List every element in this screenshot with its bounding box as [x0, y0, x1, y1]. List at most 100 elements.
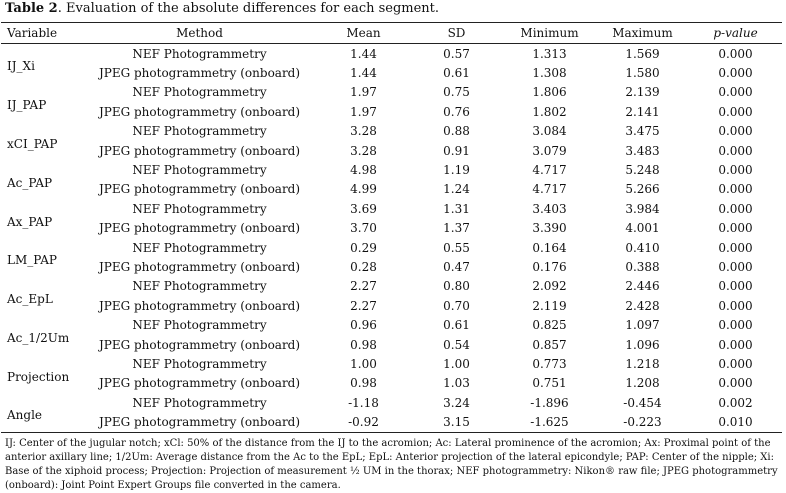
cell-sd: 0.91	[443, 143, 470, 158]
cell-method: JPEG photogrammetry (onboard)	[98, 376, 301, 391]
table-row: Ac_1/2Um NEF Photogrammetry 0.96 0.61 0.825 1…	[1, 315, 782, 345]
table-row: LM_PAP NEF Photogrammetry 0.29 0.55 0.164 0.4…	[1, 238, 782, 268]
table-row: JPEG photogrammetry (onboard) 4.99 1.24 4.7…	[1, 180, 782, 199]
cell-method: JPEG photogrammetry (onboard)	[98, 259, 301, 274]
table-row: JPEG photogrammetry (onboard) 1.97 0.76 1.8…	[1, 102, 782, 121]
cell-variable	[1, 412, 82, 433]
table-row: JPEG photogrammetry (onboard) 0.98 1.03 0.7…	[1, 374, 782, 393]
table-row: IJ_PAP NEF Photogrammetry 1.97 0.75 1.806 2.1…	[1, 83, 782, 112]
cell-maximum: -0.454	[623, 395, 662, 410]
cell-maximum: 2.141	[625, 104, 660, 119]
cell-maximum: 3.475	[625, 124, 660, 139]
cell-p-value: 0.000	[718, 259, 753, 274]
header-method: Method	[82, 22, 317, 44]
cell-mean: 0.28	[350, 259, 377, 274]
table-row: JPEG photogrammetry (onboard) 3.28 0.91 3.0…	[1, 141, 782, 160]
cell-sd: 0.70	[443, 298, 470, 313]
cell-minimum: 1.313	[532, 46, 567, 61]
cell-minimum: 3.084	[532, 124, 567, 139]
cell-p-value: 0.000	[718, 221, 753, 236]
table-row: Ac_PAP NEF Photogrammetry 4.98 1.19 4.717 5.2…	[1, 160, 782, 190]
cell-minimum: -1.896	[530, 395, 569, 410]
cell-mean: 3.28	[350, 143, 377, 158]
table-footnote: IJ: Center of the jugular notch; xCl: 50…	[5, 438, 778, 491]
cell-maximum: -0.223	[596, 412, 689, 433]
table-row: JPEG photogrammetry (onboard) 0.98 0.54 0.8…	[1, 335, 782, 354]
cell-p-value: 0.000	[718, 201, 753, 216]
cell-p-value: 0.000	[718, 279, 753, 294]
cell-method: JPEG photogrammetry (onboard)	[98, 298, 301, 313]
cell-method: JPEG photogrammetry (onboard)	[98, 182, 301, 197]
cell-sd: 0.55	[443, 240, 470, 255]
cell-maximum: 1.208	[625, 376, 660, 391]
cell-variable: Ac_PAP	[7, 175, 53, 190]
cell-sd: 0.57	[443, 46, 470, 61]
cell-method: JPEG photogrammetry (onboard)	[98, 104, 301, 119]
cell-minimum: 3.390	[532, 221, 567, 236]
table-row: Projection NEF Photogrammetry 1.00 1.00 0.77…	[1, 354, 782, 384]
cell-sd: 0.76	[443, 104, 470, 119]
cell-mean: 3.70	[350, 221, 377, 236]
table-row: Ac_EpL NEF Photogrammetry 2.27 0.80 2.092 2.4…	[1, 277, 782, 306]
cell-sd: 1.24	[443, 182, 470, 197]
cell-mean: 3.28	[350, 124, 377, 139]
cell-minimum: 2.092	[532, 279, 567, 294]
header-sd: SD	[410, 22, 503, 44]
cell-maximum: 0.388	[625, 259, 660, 274]
cell-maximum: 3.483	[625, 143, 660, 158]
header-minimum: Minimum	[503, 22, 596, 44]
table-row: Angle NEF Photogrammetry -1.18 3.24 -1.896 -0…	[1, 393, 782, 423]
cell-sd: 1.31	[443, 201, 470, 216]
cell-p-value: 0.000	[718, 85, 753, 100]
cell-variable: Ax_PAP	[7, 214, 53, 229]
cell-minimum: 0.857	[532, 337, 567, 352]
cell-p-value: 0.000	[718, 163, 753, 178]
cell-sd: 1.19	[443, 163, 470, 178]
cell-minimum: 4.717	[532, 163, 567, 178]
header-p-value: p-value	[689, 22, 782, 44]
table-caption-text: . Evaluation of the absolute differences…	[57, 1, 440, 16]
cell-variable: Angle	[7, 408, 43, 423]
cell-maximum: 4.001	[625, 221, 660, 236]
cell-p-value: 0.002	[718, 395, 753, 410]
cell-mean: 1.00	[350, 356, 377, 371]
cell-variable: IJ_PAP	[7, 98, 47, 113]
cell-method: JPEG photogrammetry (onboard)	[98, 337, 301, 352]
cell-method: NEF Photogrammetry	[132, 240, 267, 255]
cell-method: JPEG photogrammetry (onboard)	[98, 66, 301, 81]
cell-method: NEF Photogrammetry	[132, 124, 267, 139]
cell-method: JPEG photogrammetry (onboard)	[82, 412, 317, 433]
cell-sd: 0.61	[443, 318, 470, 333]
cell-variable: Ac_EpL	[7, 292, 53, 307]
cell-variable: Projection	[7, 369, 70, 384]
table-row: JPEG photogrammetry (onboard) 3.70 1.37 3.3…	[1, 219, 782, 238]
cell-maximum: 2.446	[625, 279, 660, 294]
cell-method: NEF Photogrammetry	[132, 46, 267, 61]
cell-mean: 1.44	[350, 66, 377, 81]
cell-minimum: 1.802	[532, 104, 567, 119]
table-row: xCI_PAP NEF Photogrammetry 3.28 0.88 3.084 3.…	[1, 122, 782, 151]
cell-maximum: 1.580	[625, 66, 660, 81]
cell-minimum: 3.403	[532, 201, 567, 216]
cell-maximum: 2.428	[625, 298, 660, 313]
cell-p-value: 0.000	[718, 124, 753, 139]
cell-sd: 0.54	[443, 337, 470, 352]
cell-minimum: 0.751	[532, 376, 567, 391]
cell-sd: 0.75	[443, 85, 470, 100]
cell-method: NEF Photogrammetry	[132, 356, 267, 371]
cell-sd: 1.37	[443, 221, 470, 236]
cell-p-value: 0.000	[718, 182, 753, 197]
cell-sd: 3.15	[410, 412, 503, 433]
cell-mean: 0.29	[350, 240, 377, 255]
cell-maximum: 3.984	[625, 201, 660, 216]
cell-minimum: 0.773	[532, 356, 567, 371]
cell-p-value: 0.000	[718, 104, 753, 119]
table-header-row: Variable Method Mean SD Minimum Maximum …	[1, 22, 782, 44]
cell-minimum: 1.308	[532, 66, 567, 81]
cell-method: NEF Photogrammetry	[132, 201, 267, 216]
cell-method: NEF Photogrammetry	[132, 85, 267, 100]
cell-mean: 2.27	[350, 279, 377, 294]
header-mean: Mean	[317, 22, 410, 44]
header-maximum: Maximum	[596, 22, 689, 44]
cell-variable: xCI_PAP	[7, 136, 58, 151]
